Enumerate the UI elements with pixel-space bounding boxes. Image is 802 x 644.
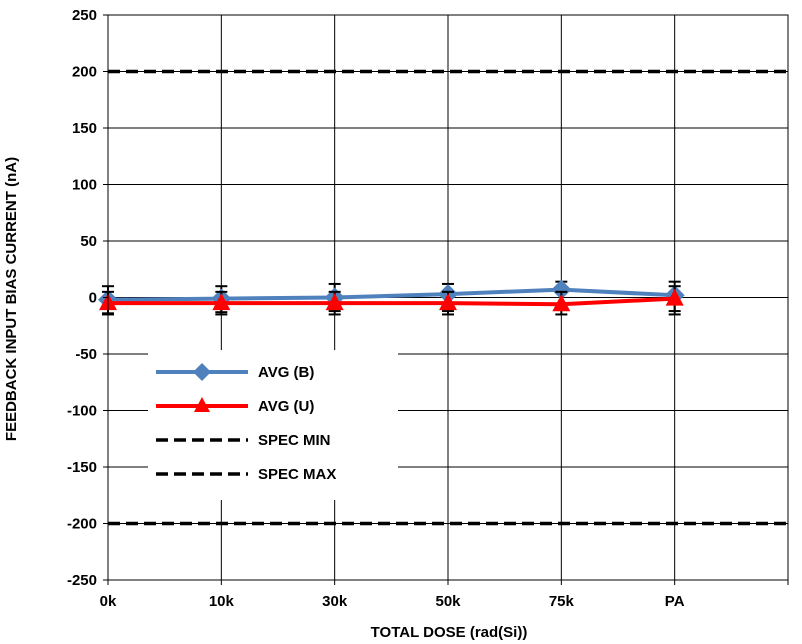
y-tick-label: -100 bbox=[67, 403, 97, 420]
spec-lines bbox=[108, 69, 788, 526]
legend-marker-diamond bbox=[193, 363, 211, 381]
x-tick-label: 30k bbox=[322, 593, 348, 610]
y-tick-label: 150 bbox=[72, 120, 97, 137]
legend-label: SPEC MIN bbox=[258, 432, 331, 449]
y-tick-label: 250 bbox=[72, 7, 97, 24]
data-point-triangle bbox=[439, 293, 457, 311]
y-tick-label: 100 bbox=[72, 177, 97, 194]
y-tick-label: -250 bbox=[67, 572, 97, 589]
data-point-triangle bbox=[212, 293, 231, 311]
axes: -250 -200 -150 -100 -50 0 50 100 150 200 250 0k 10k 3… bbox=[67, 7, 789, 610]
x-tick-label: 75k bbox=[549, 593, 575, 610]
legend-label: SPEC MAX bbox=[258, 466, 336, 483]
y-tick-label: -150 bbox=[67, 459, 97, 476]
series-line bbox=[108, 296, 675, 307]
legend-label: AVG (U) bbox=[258, 398, 314, 415]
x-axis-title: TOTAL DOSE (rad(Si)) bbox=[371, 624, 528, 641]
y-tick-label: -50 bbox=[75, 346, 97, 363]
series-lines bbox=[98, 279, 685, 316]
legend-background bbox=[148, 350, 398, 500]
x-tick-label: 10k bbox=[209, 593, 235, 610]
data-point-triangle bbox=[665, 288, 684, 306]
plot-frame bbox=[107, 14, 789, 581]
legend: AVG (B) AVG (U) SPEC MIN SPEC MAX bbox=[148, 350, 398, 500]
data-point-diamond bbox=[551, 279, 572, 300]
x-tick-label: PA bbox=[665, 593, 685, 610]
y-tick-label: 50 bbox=[80, 233, 97, 250]
y-tick-label: 0 bbox=[89, 290, 97, 307]
legend-marker-triangle bbox=[194, 397, 210, 412]
y-tick-label: -200 bbox=[67, 516, 97, 533]
x-tick-label: 50k bbox=[435, 593, 461, 610]
series-line bbox=[107, 287, 675, 302]
data-point-triangle bbox=[552, 294, 571, 312]
y-tick-label: 200 bbox=[72, 64, 97, 81]
legend-label: AVG (B) bbox=[258, 364, 314, 381]
x-tick-label: 0k bbox=[100, 593, 117, 610]
data-point-triangle bbox=[325, 293, 344, 311]
y-axis-title: FEEDBACK INPUT BIAS CURRENT (nA) bbox=[3, 157, 20, 441]
